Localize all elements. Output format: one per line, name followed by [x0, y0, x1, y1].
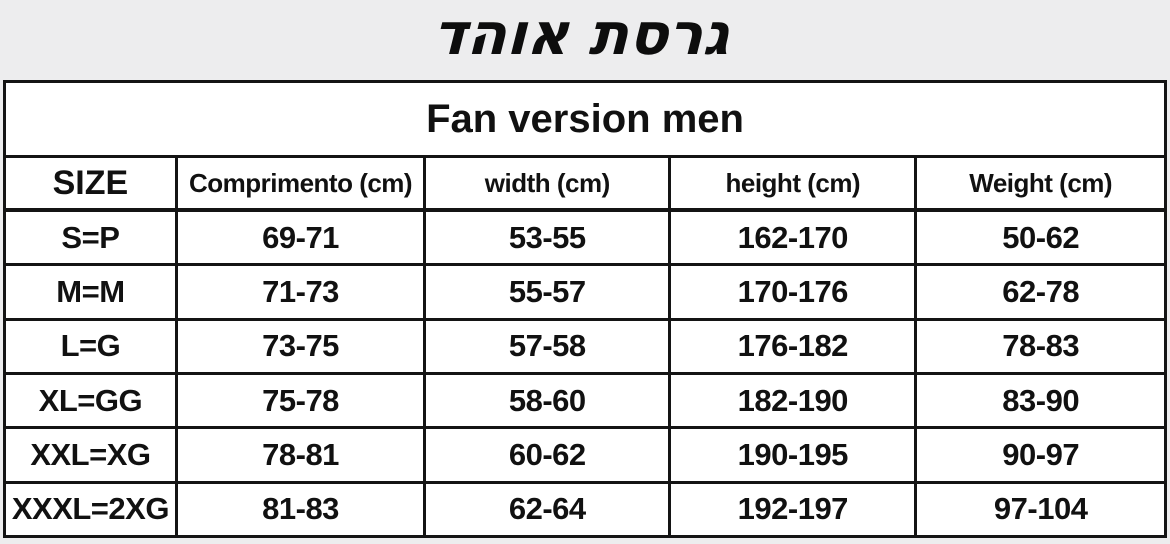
hebrew-page-title: גרסת אוהד — [428, 0, 742, 68]
height-cell: 170-176 — [668, 263, 918, 321]
table-row: XXL=XG 78-81 60-62 190-195 90-97 — [3, 426, 1167, 484]
height-cell: 190-195 — [668, 426, 918, 484]
table-title: Fan version men — [3, 80, 1167, 158]
width-cell: 53-55 — [423, 208, 672, 267]
size-cell: S=P — [3, 208, 178, 267]
column-header-height: height (cm) — [668, 155, 918, 212]
table-title-row: Fan version men — [3, 80, 1167, 158]
column-header-comprimento: Comprimento (cm) — [174, 155, 427, 212]
height-cell: 182-190 — [668, 372, 918, 430]
size-chart: Fan version men SIZE Comprimento (cm) wi… — [3, 80, 1167, 539]
size-cell: M=M — [3, 263, 178, 321]
width-cell: 62-64 — [423, 480, 672, 539]
height-cell: 162-170 — [668, 208, 918, 267]
size-cell: XXXL=2XG — [3, 480, 178, 539]
weight-cell: 50-62 — [914, 208, 1167, 267]
size-chart-table: Fan version men SIZE Comprimento (cm) wi… — [3, 80, 1167, 539]
table-row: XXXL=2XG 81-83 62-64 192-197 97-104 — [3, 480, 1167, 539]
weight-cell: 90-97 — [914, 426, 1167, 484]
weight-cell: 97-104 — [914, 480, 1167, 539]
comprimento-cell: 71-73 — [174, 263, 427, 321]
width-cell: 57-58 — [423, 317, 672, 376]
height-cell: 176-182 — [668, 317, 918, 376]
table-row: M=M 71-73 55-57 170-176 62-78 — [3, 263, 1167, 321]
column-header-weight: Weight (cm) — [914, 155, 1167, 212]
column-header-width: width (cm) — [423, 155, 672, 212]
height-cell: 192-197 — [668, 480, 918, 539]
column-header-size: SIZE — [3, 155, 178, 212]
table-row: XL=GG 75-78 58-60 182-190 83-90 — [3, 372, 1167, 430]
comprimento-cell: 75-78 — [174, 372, 427, 430]
width-cell: 60-62 — [423, 426, 672, 484]
weight-cell: 78-83 — [914, 317, 1167, 376]
size-cell: XXL=XG — [3, 426, 178, 484]
weight-cell: 62-78 — [914, 263, 1167, 321]
comprimento-cell: 73-75 — [174, 317, 427, 376]
comprimento-cell: 78-81 — [174, 426, 427, 484]
width-cell: 58-60 — [423, 372, 672, 430]
comprimento-cell: 81-83 — [174, 480, 427, 539]
table-row: L=G 73-75 57-58 176-182 78-83 — [3, 317, 1167, 376]
table-row: S=P 69-71 53-55 162-170 50-62 — [3, 208, 1167, 267]
column-header-row: SIZE Comprimento (cm) width (cm) height … — [3, 155, 1167, 212]
size-cell: XL=GG — [3, 372, 178, 430]
comprimento-cell: 69-71 — [174, 208, 427, 267]
width-cell: 55-57 — [423, 263, 672, 321]
size-cell: L=G — [3, 317, 178, 376]
weight-cell: 83-90 — [914, 372, 1167, 430]
